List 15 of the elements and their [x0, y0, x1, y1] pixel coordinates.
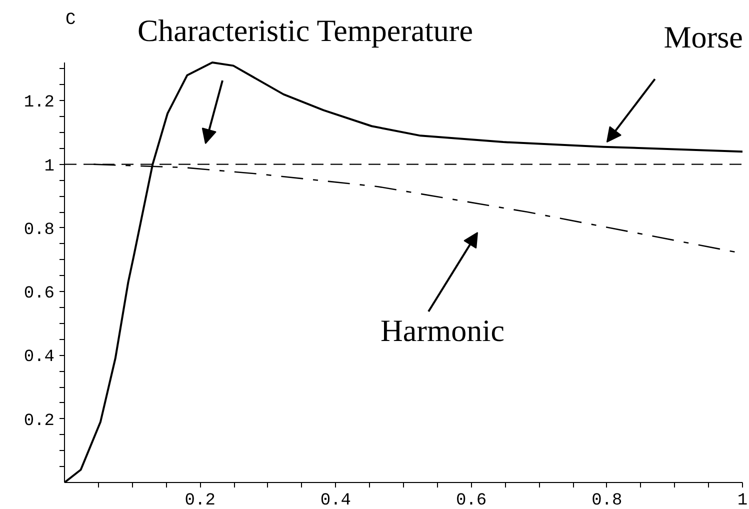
y-tick-label: 0.4	[24, 348, 55, 368]
y-tick-label: 0.8	[24, 220, 55, 240]
x-tick-label: 0.8	[592, 492, 622, 509]
x-tick-label: 1	[737, 492, 748, 509]
x-tick-label: 0.6	[456, 492, 487, 509]
y-tick-label: 0.2	[24, 412, 55, 431]
y-tick-label: 0.6	[24, 284, 55, 304]
annotation: Harmonic	[380, 313, 504, 348]
text: Characteristic Temperature	[137, 13, 473, 48]
x-tick-label: 0.4	[320, 492, 352, 509]
annotation: Morse	[664, 20, 743, 55]
y-axis-title: C	[66, 11, 76, 30]
x-tick-label: 0.2	[184, 492, 216, 509]
y-tick-label: 1	[44, 157, 54, 176]
y-tick-label: 1.2	[24, 94, 55, 113]
